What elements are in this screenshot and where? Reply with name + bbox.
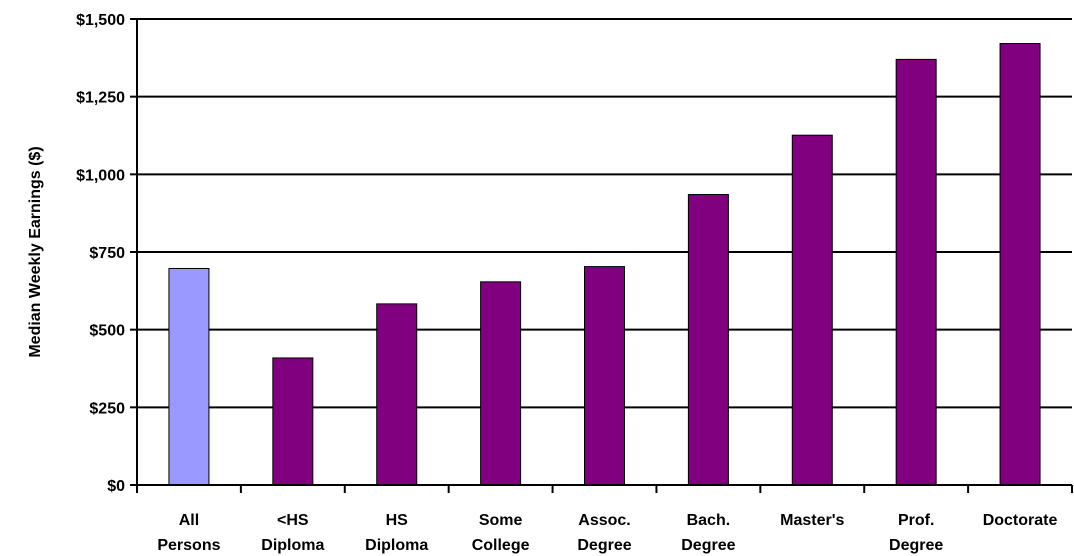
axes bbox=[130, 18, 1073, 493]
x-tick-label: Assoc. bbox=[578, 512, 630, 529]
x-tick-label: <HS bbox=[277, 512, 309, 529]
x-tick-label: Degree bbox=[681, 537, 735, 554]
x-tick-label: College bbox=[472, 537, 530, 554]
x-tick-label: All bbox=[179, 512, 199, 529]
bars bbox=[168, 43, 1041, 486]
y-tick-label: $1,000 bbox=[76, 167, 125, 184]
x-tick-labels: All Persons <HS Diploma HS Diploma Some College… bbox=[157, 512, 1057, 554]
bar bbox=[791, 134, 833, 486]
y-tick-label: $0 bbox=[107, 478, 125, 495]
x-tick-label: Prof. bbox=[898, 512, 934, 529]
x-tick-label: Diploma bbox=[365, 537, 428, 554]
x-tick-label: Master's bbox=[780, 512, 844, 529]
bar bbox=[272, 357, 314, 486]
bar bbox=[687, 194, 729, 486]
x-tick-label: Doctorate bbox=[983, 512, 1058, 529]
x-tick-label: Bach. bbox=[687, 512, 731, 529]
bar bbox=[584, 266, 625, 486]
y-tick-labels: $0 $250 $500 $750 $1,000 $1,250 $1,500 bbox=[76, 12, 125, 495]
y-axis-title: Median Weekly Earnings ($) bbox=[27, 146, 44, 357]
bar bbox=[895, 58, 937, 486]
x-tick-label: Diploma bbox=[261, 537, 324, 554]
bar bbox=[480, 281, 522, 486]
y-tick-label: $250 bbox=[89, 400, 125, 417]
x-tick-label: Some bbox=[479, 512, 523, 529]
y-tick-label: $750 bbox=[89, 245, 125, 262]
bar bbox=[376, 303, 418, 486]
bar bbox=[999, 43, 1041, 486]
y-tick-label: $1,250 bbox=[76, 90, 125, 107]
y-tick-label: $1,500 bbox=[76, 12, 125, 29]
x-tick-label: Degree bbox=[577, 537, 631, 554]
bar bbox=[168, 267, 210, 486]
y-tick-label: $500 bbox=[89, 323, 125, 340]
x-tick-label: Persons bbox=[157, 537, 220, 554]
x-tick-label: Degree bbox=[889, 537, 943, 554]
x-tick-label: HS bbox=[386, 512, 409, 529]
